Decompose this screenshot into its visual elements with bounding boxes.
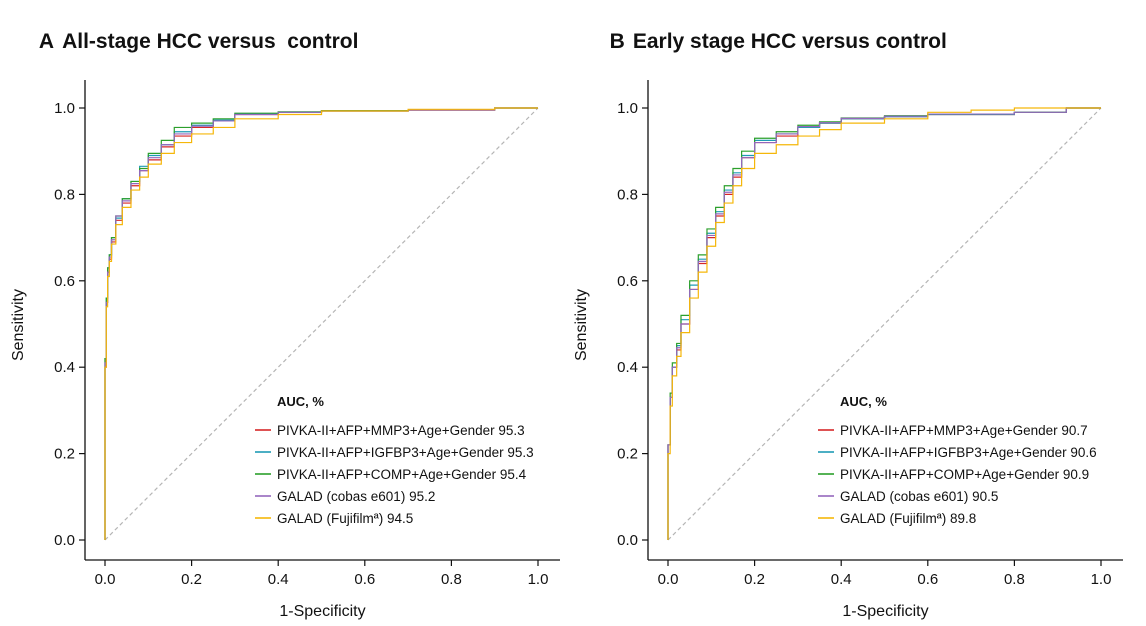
panel-b-x-tick-label-0: 0.0	[658, 571, 679, 588]
panel-b-y-tick-label-0: 0.0	[617, 532, 638, 549]
panel-b-x-tick-label-1: 0.2	[744, 571, 765, 588]
panel-b-reference-diagonal	[667, 107, 1102, 541]
panel-b-legend-entry-1: PIVKA-II+AFP+IGFBP3+Age+Gender 90.6	[840, 445, 1097, 460]
panel-b-series-line-3	[667, 107, 1101, 540]
panel-b-y-axis-label: Sensitivity	[573, 289, 590, 361]
panel-a-y-tick-label-5: 1.0	[54, 100, 75, 117]
panel-a-legend-entry-0: PIVKA-II+AFP+MMP3+Age+Gender 95.3	[277, 423, 525, 438]
panel-b-legend-entry-3: GALAD (cobas e601) 90.5	[840, 489, 998, 504]
panel-b-legend-title: AUC, %	[840, 394, 887, 409]
panel-b-y-tick-label-4: 0.8	[617, 186, 638, 203]
panel-a-title: A All-stage HCC versus control	[28, 6, 359, 54]
panel-b-x-axis-label: 1-Specificity	[842, 603, 928, 620]
panel-b-y-tick-label-1: 0.2	[617, 446, 638, 463]
panel-b-series-line-4	[667, 107, 1101, 540]
panel-b-y-tick-label-2: 0.4	[617, 359, 638, 376]
panel-b-x-tick-label-4: 0.8	[1004, 571, 1025, 588]
panel-a-x-tick-label-0: 0.0	[95, 571, 116, 588]
panel-a-x-axis-label: 1-Specificity	[279, 603, 365, 620]
panel-b-x-tick-label-2: 0.4	[831, 571, 852, 588]
panel-a-reference-diagonal	[104, 107, 539, 541]
panel-b-plot: 0.0 0.2 0.4 0.6 0.8 1.0 0.0 0.2 0.4 0.6 0.8 1.0 1-Sp…	[573, 80, 1123, 620]
panel-a-x-tick-label-2: 0.4	[268, 571, 289, 588]
panel-a-x-tick-label-5: 1.0	[528, 571, 549, 588]
panel-b-legend-entry-2: PIVKA-II+AFP+COMP+Age+Gender 90.9	[840, 467, 1089, 482]
panel-a-title-text: All-stage HCC versus control	[62, 30, 359, 53]
panel-b-x-tick-label-3: 0.6	[917, 571, 938, 588]
panel-a-legend-entry-4: GALAD (Fujifilmª) 94.5	[277, 511, 413, 526]
panel-a-x-tick-label-4: 0.8	[441, 571, 462, 588]
panel-a-y-tick-label-4: 0.8	[54, 186, 75, 203]
panel-b-legend-entry-4: GALAD (Fujifilmª) 89.8	[840, 511, 976, 526]
panel-a-x-tick-label-1: 0.2	[181, 571, 202, 588]
panel-b-y-tick-label-3: 0.6	[617, 273, 638, 290]
panel-a-legend-title: AUC, %	[277, 394, 324, 409]
panel-a-y-axis-label: Sensitivity	[10, 289, 27, 361]
panel-a-y-tick-label-2: 0.4	[54, 359, 75, 376]
panel-a-legend-entry-1: PIVKA-II+AFP+IGFBP3+Age+Gender 95.3	[277, 445, 534, 460]
panel-b-y-tick-label-5: 1.0	[617, 100, 638, 117]
panel-b-legend-entry-0: PIVKA-II+AFP+MMP3+Age+Gender 90.7	[840, 423, 1088, 438]
panel-a-y-tick-label-0: 0.0	[54, 532, 75, 549]
panel-a-letter: A	[38, 30, 55, 53]
panel-a-y-tick-label-1: 0.2	[54, 446, 75, 463]
panel-b-title: B Early stage HCC versus control	[598, 6, 947, 54]
panel-a-legend-entry-3: GALAD (cobas e601) 95.2	[277, 489, 435, 504]
panel-a-series-line-4	[104, 107, 538, 540]
panel-b-x-tick-label-5: 1.0	[1091, 571, 1112, 588]
panel-a-x-tick-label-3: 0.6	[354, 571, 375, 588]
panel-a-plot: 0.0 0.2 0.4 0.6 0.8 1.0 0.0 0.2 0.4 0.6 0.8 1.0 1-Sp…	[10, 80, 560, 620]
panel-b-letter: B	[609, 30, 625, 53]
panel-a-y-tick-label-3: 0.6	[54, 273, 75, 290]
panel-a-legend-entry-2: PIVKA-II+AFP+COMP+Age+Gender 95.4	[277, 467, 527, 482]
panel-b-title-text: Early stage HCC versus control	[632, 30, 947, 53]
